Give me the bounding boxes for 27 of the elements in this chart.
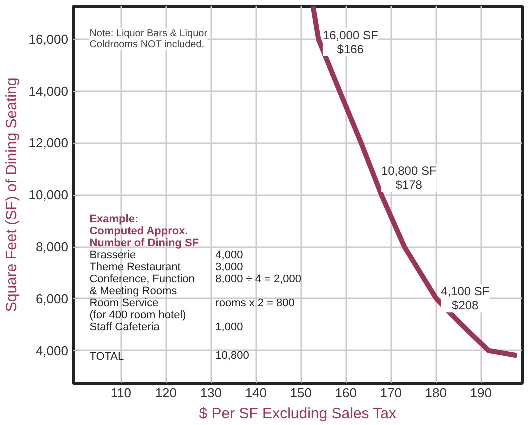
y-tick-label: 8,000 [36, 240, 69, 255]
y-axis-title: Square Feet (SF) of Dining Seating [4, 78, 21, 312]
annotation: 4,000 3,000 8,000 ÷ 4 = 2,000 rooms x 2 = 800 1,000 [216, 250, 302, 334]
x-tick-label: 150 [290, 386, 312, 400]
y-tick-label: 10,000 [28, 188, 69, 203]
annotation: 10,800 [216, 350, 250, 362]
y-tick-label: 14,000 [28, 84, 69, 99]
y-tick-label: 16,000 [28, 32, 69, 47]
x-tick-label: 180 [425, 386, 447, 400]
x-tick-label: 110 [110, 386, 132, 400]
x-tick-label: 190 [470, 386, 492, 400]
annotation: TOTAL [90, 350, 124, 363]
x-tick-label: 130 [200, 386, 222, 400]
annotation: Brasserie Theme Restaurant Conference, Function & Meeting Rooms Room Service (for 400 room hotel) Staff Cafeteria [90, 250, 195, 334]
y-tick-label: 4,000 [36, 343, 69, 358]
annotation: 16,000 SF $166 [322, 28, 378, 56]
y-tick-label: 6,000 [36, 291, 69, 306]
x-tick-label: 170 [380, 386, 402, 400]
x-tick-label: 120 [155, 386, 178, 400]
y-tick-label: 12,000 [28, 136, 69, 151]
annotation: Note: Liquor Bars & Liquor Coldrooms NOT included. [90, 28, 208, 50]
annotation: Example: Computed Approx. Number of Dining SF [90, 213, 200, 250]
x-axis-title: $ Per SF Excluding Sales Tax [199, 406, 398, 422]
x-tick-label: 140 [245, 386, 268, 400]
x-tick-label: 160 [335, 386, 357, 400]
annotation: 4,100 SF $208 [441, 284, 490, 313]
annotation: 10,800 SF $178 [381, 164, 437, 192]
